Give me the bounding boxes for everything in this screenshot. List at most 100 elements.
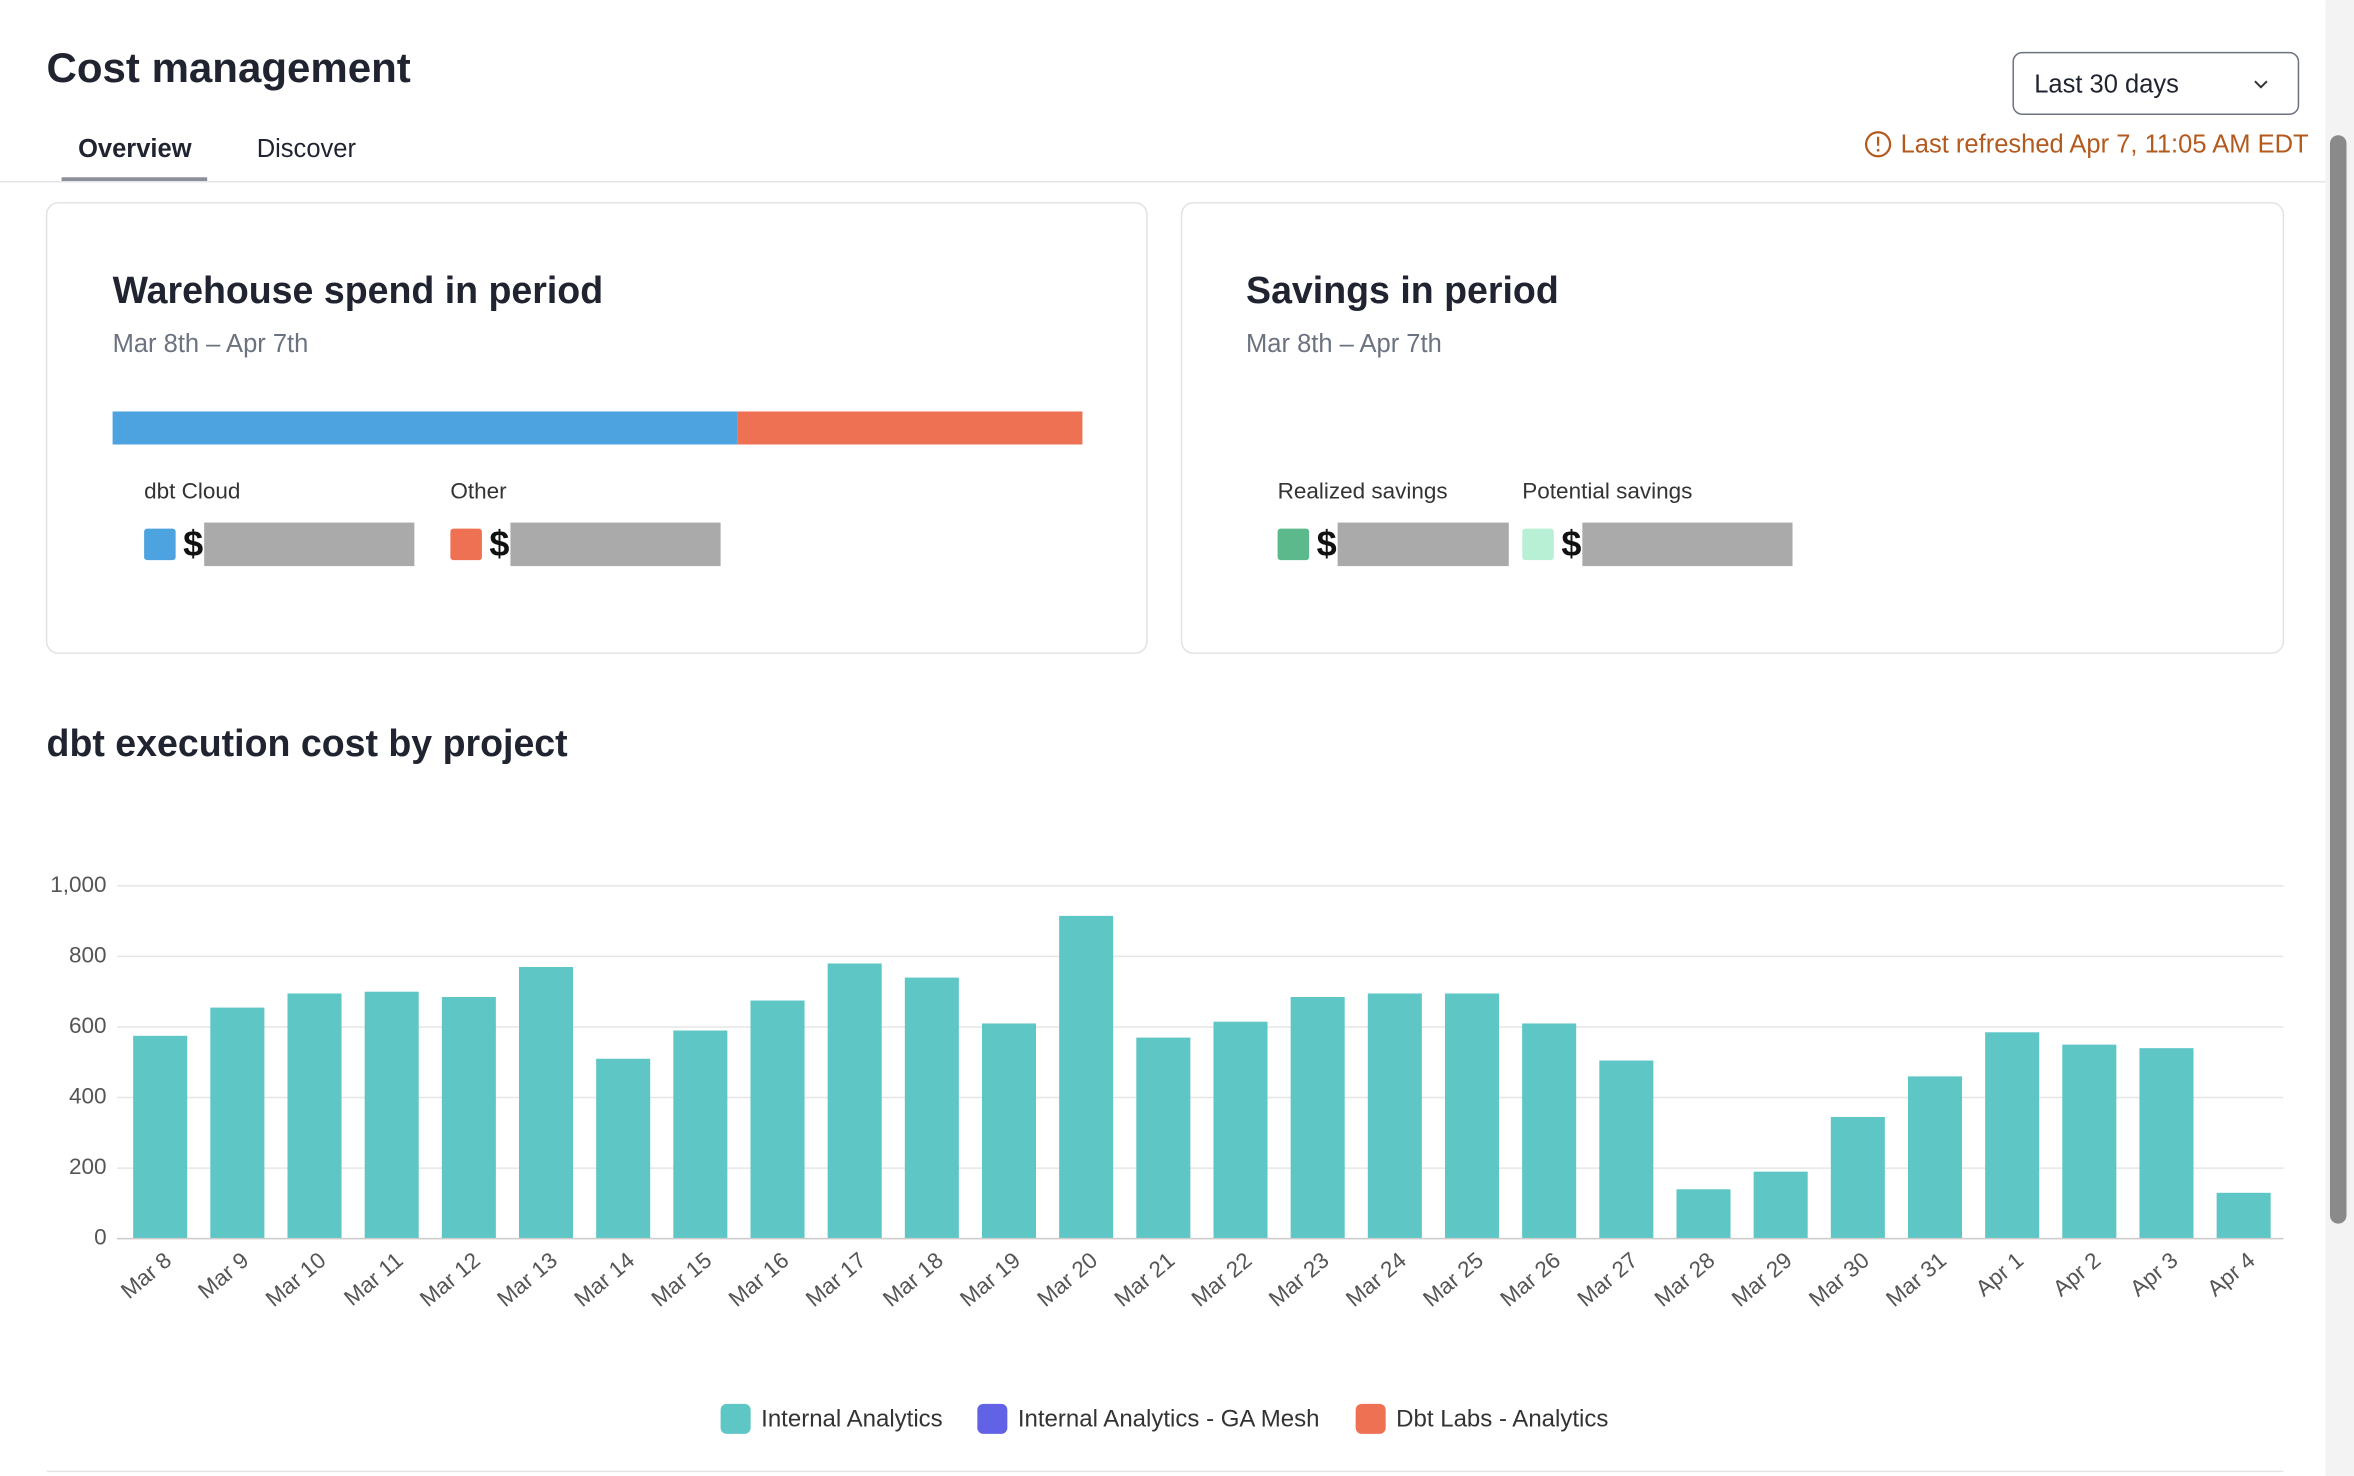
chart-title: dbt execution cost by project: [47, 722, 569, 764]
bar: [2062, 1044, 2117, 1239]
x-tick-label: Mar 14: [570, 1247, 640, 1311]
bar: [981, 1023, 1037, 1239]
x-tick-label: Apr 2: [2048, 1247, 2105, 1301]
bar: [1290, 997, 1345, 1239]
x-tick-label: Mar 9: [193, 1247, 253, 1303]
warning-icon-dot: [1876, 148, 1880, 152]
bar: [1136, 1037, 1191, 1239]
currency: $: [1561, 523, 1581, 564]
item-swatch: [1277, 528, 1310, 561]
dropdown-label[interactable]: Last 30 days: [2034, 70, 2179, 98]
bar: [827, 963, 882, 1239]
redacted-amount: [1337, 522, 1509, 567]
bar: [1522, 1023, 1577, 1239]
currency: $: [1317, 523, 1337, 564]
card-period: Mar 8th – Apr 7th: [113, 330, 309, 358]
x-tick-label: Mar 16: [724, 1247, 794, 1311]
bar: [1367, 993, 1422, 1239]
x-tick-label: Mar 24: [1341, 1247, 1411, 1311]
y-tick-label: 1,000: [50, 872, 106, 897]
x-tick-label: Mar 17: [801, 1247, 871, 1311]
item-label: Other: [450, 478, 507, 503]
bar: [287, 993, 342, 1239]
tab[interactable]: Discover: [257, 135, 357, 163]
tab[interactable]: Overview: [78, 135, 192, 163]
y-tick-label: 0: [94, 1225, 107, 1250]
dropdown[interactable]: [2012, 51, 2300, 115]
bar: [750, 1000, 805, 1239]
x-tick-label: Mar 22: [1187, 1247, 1257, 1311]
bar: [596, 1058, 651, 1239]
scrollbar-thumb[interactable]: [2329, 135, 2347, 1224]
item-label: Realized savings: [1278, 478, 1448, 503]
x-tick-label: Mar 8: [116, 1247, 176, 1303]
item-swatch: [1522, 528, 1554, 561]
chevron: [2254, 80, 2268, 89]
bar: [1985, 1032, 2040, 1239]
bar: [210, 1007, 265, 1239]
bar: [364, 991, 419, 1239]
currency: $: [489, 523, 509, 564]
item-swatch: [450, 528, 482, 561]
y-tick-label: 600: [69, 1013, 107, 1038]
card-title: Warehouse spend in period: [113, 269, 604, 311]
x-tick-label: Apr 4: [2202, 1247, 2259, 1301]
bar: [904, 977, 959, 1239]
refreshed-text: Last refreshed Apr 7, 11:05 AM EDT: [1901, 130, 2309, 158]
x-tick-label: Mar 11: [339, 1247, 407, 1310]
card-period: Mar 8th – Apr 7th: [1246, 330, 1442, 358]
legend-swatch: [1355, 1403, 1386, 1434]
x-tick-label: Apr 3: [2125, 1247, 2182, 1301]
bar: [1676, 1189, 1731, 1239]
redacted-amount: [510, 522, 721, 567]
spend-bar-segment: [737, 411, 1083, 445]
x-tick-label: Mar 23: [1264, 1247, 1334, 1311]
redacted-amount: [1582, 522, 1793, 567]
x-tick-label: Mar 12: [415, 1247, 485, 1311]
legend-label: Dbt Labs - Analytics: [1396, 1406, 1608, 1433]
item-swatch: [144, 528, 176, 561]
card-title: Savings in period: [1246, 269, 1559, 311]
bar: [1830, 1116, 1885, 1239]
bar: [1444, 993, 1500, 1239]
bar: [673, 1030, 728, 1239]
x-tick-label: Apr 1: [1971, 1247, 2028, 1301]
y-tick-label: 400: [69, 1084, 107, 1109]
x-tick-label: Mar 15: [647, 1247, 717, 1311]
x-tick-label: Mar 29: [1727, 1247, 1797, 1311]
y-tick-label: 200: [69, 1154, 107, 1179]
item-label: dbt Cloud: [144, 478, 240, 503]
x-tick-label: Mar 30: [1804, 1247, 1874, 1311]
item-label: Potential savings: [1522, 478, 1692, 503]
page-title: Cost management: [47, 44, 411, 91]
x-tick-label: Mar 26: [1495, 1247, 1565, 1311]
x-tick-label: Mar 20: [1033, 1247, 1103, 1311]
x-tick-label: Mar 19: [955, 1247, 1025, 1311]
currency: $: [183, 523, 203, 564]
legend-swatch: [720, 1403, 751, 1434]
bar: [1753, 1171, 1808, 1239]
bar: [1907, 1076, 1963, 1239]
x-tick-label: Mar 31: [1881, 1247, 1951, 1311]
bar: [1599, 1060, 1654, 1239]
x-tick-label: Mar 10: [261, 1247, 331, 1311]
spend-bar-segment: [112, 411, 738, 445]
x-tick-label: Mar 28: [1650, 1247, 1720, 1311]
legend-swatch: [977, 1403, 1008, 1434]
bar: [1059, 915, 1114, 1239]
x-tick-label: Mar 13: [492, 1247, 562, 1311]
legend-label: Internal Analytics - GA Mesh: [1018, 1406, 1320, 1433]
x-tick-label: Mar 18: [878, 1247, 948, 1311]
bar: [518, 967, 574, 1239]
x-tick-label: Mar 25: [1418, 1247, 1488, 1311]
bar: [1213, 1021, 1268, 1239]
x-tick-label: Mar 21: [1110, 1247, 1180, 1311]
bar: [2139, 1048, 2194, 1239]
bar: [2216, 1192, 2271, 1239]
tab-underline: [61, 177, 208, 182]
y-tick-label: 800: [69, 942, 107, 967]
bar: [133, 1035, 188, 1239]
warning-icon: [1864, 131, 1892, 158]
